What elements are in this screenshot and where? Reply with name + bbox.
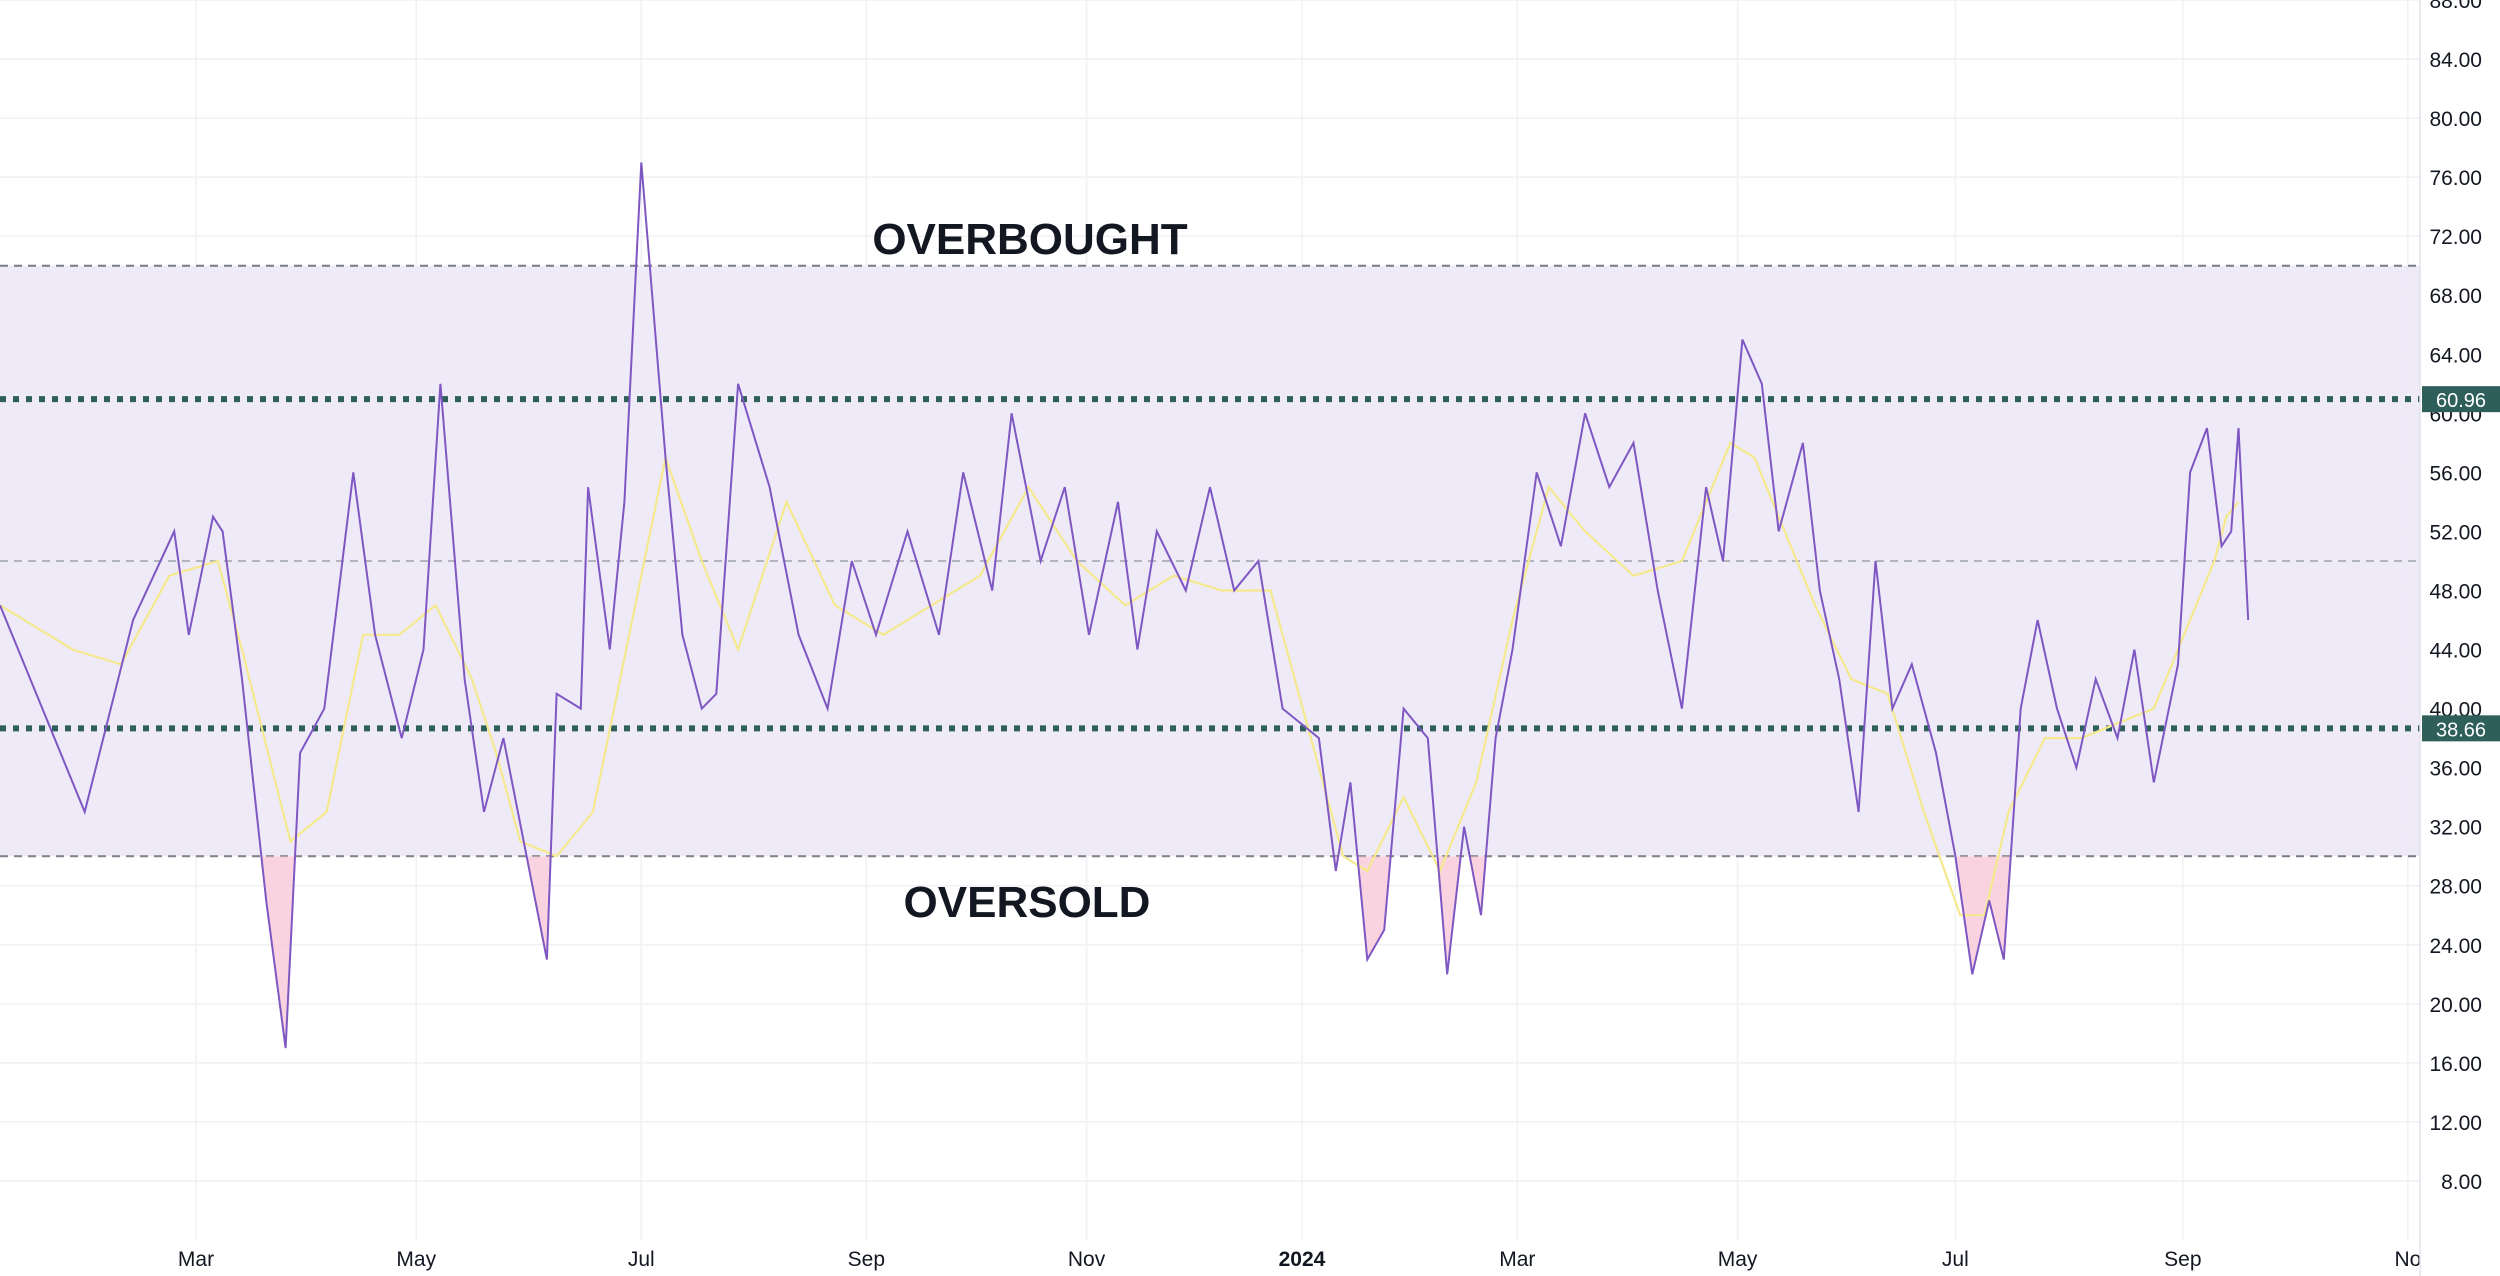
y-tick-label: 32.00 (2429, 817, 2482, 840)
y-tick-label: 76.00 (2429, 167, 2482, 190)
y-tick-label: 44.00 (2429, 640, 2482, 663)
y-tick-label: 56.00 (2429, 462, 2482, 485)
y-tick-label: 52.00 (2429, 521, 2482, 544)
x-tick-label: May (1718, 1248, 1758, 1271)
y-tick-label: 8.00 (2441, 1171, 2482, 1194)
y-tick-label: 72.00 (2429, 226, 2482, 249)
y-tick-label: 88.00 (2429, 0, 2482, 13)
y-tick-label: 36.00 (2429, 758, 2482, 781)
y-tick-label: 12.00 (2429, 1112, 2482, 1135)
x-tick-label: Jul (628, 1248, 655, 1271)
y-tick-label: 48.00 (2429, 580, 2482, 603)
x-tick-label: Jul (1942, 1248, 1969, 1271)
axes: 8.00 12.00 16.00 20.00 24.00 28.00 32.00 36.00 4… (178, 0, 2500, 1276)
y-tick-label: 24.00 (2429, 935, 2482, 958)
x-tick-label: No (2394, 1248, 2421, 1271)
x-tick-label: Mar (178, 1248, 214, 1271)
x-tick-label: Sep (2164, 1248, 2201, 1271)
annotation-overbought: OVERBOUGHT (872, 215, 1187, 264)
level-badge (2422, 386, 2500, 413)
y-tick-label: 16.00 (2429, 1053, 2482, 1076)
y-tick-label: 64.00 (2429, 344, 2482, 367)
x-tick-label: Mar (1499, 1248, 1535, 1271)
y-tick-label: 20.00 (2429, 994, 2482, 1017)
annotations: OVERBOUGHT OVERSOLD (872, 215, 1187, 927)
rsi-series-line (0, 162, 2250, 1049)
level-badge (2422, 715, 2500, 742)
y-tick-label: 28.00 (2429, 876, 2482, 899)
rsi-band (0, 264, 2420, 858)
series-lines (0, 162, 2250, 1049)
y-tick-label: 68.00 (2429, 285, 2482, 308)
annotation-oversold: OVERSOLD (904, 878, 1151, 927)
x-tick-label: Sep (848, 1248, 885, 1271)
x-tick-label: May (396, 1248, 436, 1271)
y-tick-label: 84.00 (2429, 49, 2482, 72)
x-tick-label: 2024 (1279, 1248, 1326, 1271)
ma-series-line (0, 441, 2240, 917)
level-badge-label: 60.96 (2436, 390, 2486, 412)
x-tick-label: Nov (1068, 1248, 1106, 1271)
y-tick-label: 80.00 (2429, 108, 2482, 131)
level-badge-label: 38.66 (2436, 719, 2486, 741)
